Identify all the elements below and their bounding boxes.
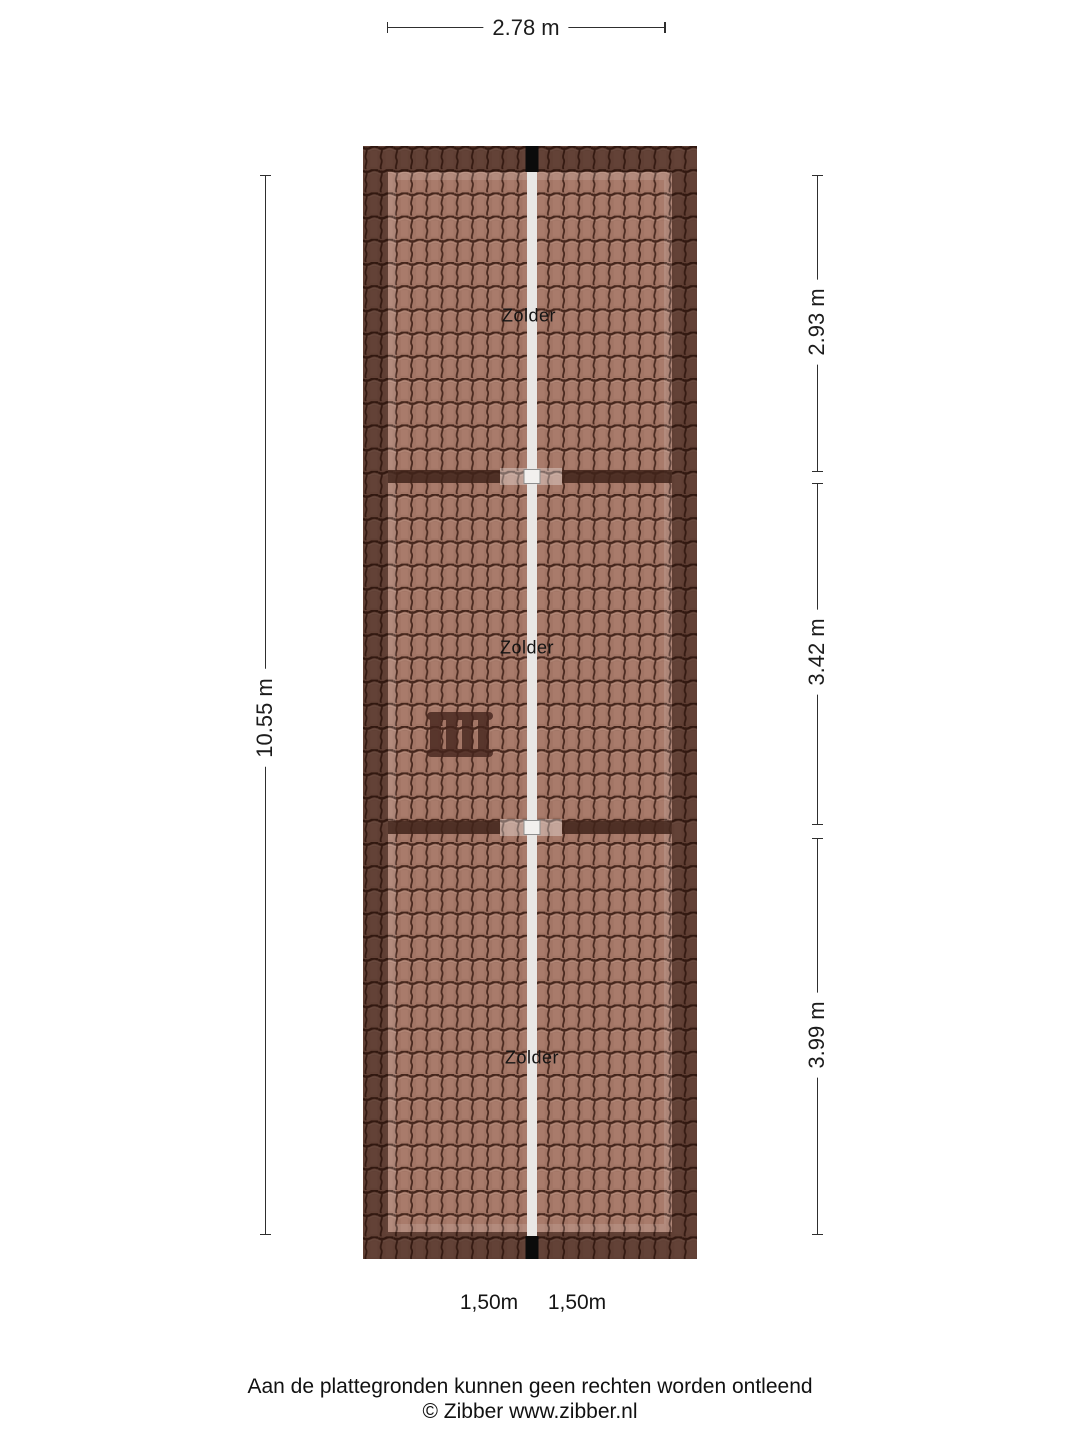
- dim-right1-tick-bottom: [812, 470, 823, 472]
- dim-right-label-3: 3.99 m: [803, 992, 831, 1078]
- dim-top-label: 2.78 m: [483, 14, 569, 42]
- dim-right-label-2: 3.42 m: [803, 609, 831, 695]
- footer-disclaimer: Aan de plattegronden kunnen geen rechten…: [247, 1375, 813, 1398]
- ridge-line: [523, 146, 541, 1259]
- wall-divider-1: [388, 468, 672, 485]
- dim-left-tick-bottom: [260, 1233, 271, 1235]
- dim-left-tick-top: [260, 174, 271, 176]
- dim-bottom-label-left: 1,50m: [459, 1291, 519, 1314]
- footer-copyright: © Zibber www.zibber.nl: [422, 1400, 638, 1423]
- dim-right3-tick-top: [812, 837, 823, 839]
- dim-right3-tick-bottom: [812, 1233, 823, 1235]
- dim-right1-tick-top: [812, 174, 823, 176]
- dim-top-tick-right: [664, 21, 666, 33]
- dim-left-label: 10.55 m: [251, 669, 279, 767]
- attic-roof-plan: [363, 146, 697, 1259]
- footer: Aan de plattegronden kunnen geen rechten…: [0, 1374, 1060, 1424]
- room-label-zolder-2: Zolder: [499, 637, 555, 658]
- dim-top-tick-left: [386, 21, 388, 33]
- dim-bottom-label-right: 1,50m: [547, 1291, 607, 1314]
- radiator-icon: [427, 712, 493, 757]
- dim-right2-tick-bottom: [812, 823, 823, 825]
- room-label-zolder-1: Zolder: [501, 305, 557, 326]
- wall-divider-2: [388, 819, 672, 836]
- dim-right-label-1: 2.93 m: [803, 279, 831, 365]
- room-label-zolder-3: Zolder: [504, 1047, 560, 1068]
- dim-right2-tick-top: [812, 482, 823, 484]
